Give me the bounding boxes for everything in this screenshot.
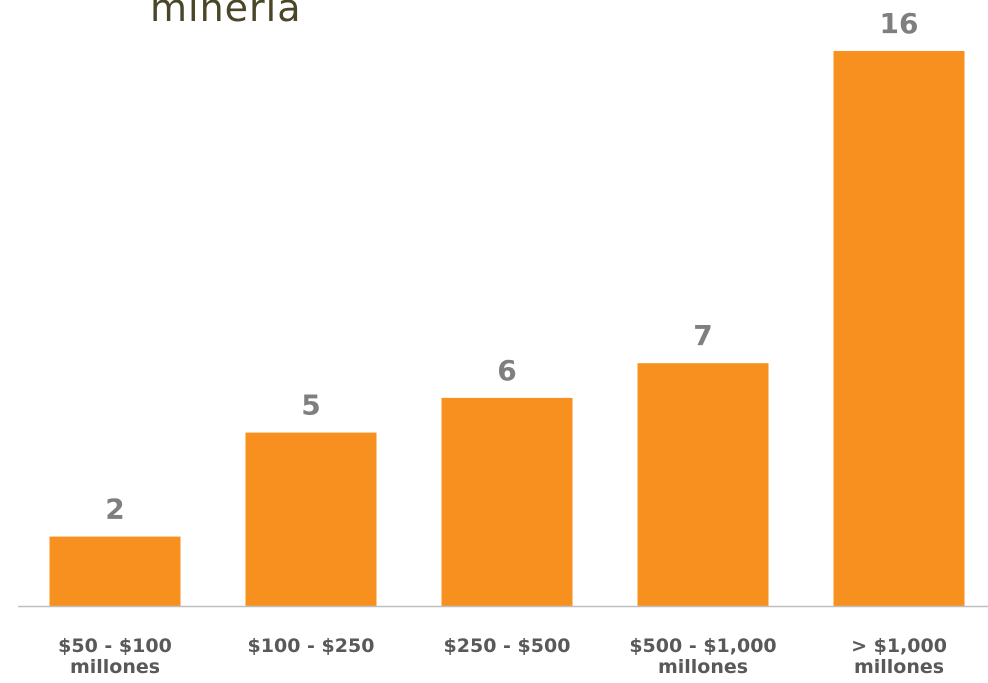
chart-title: minería (150, 0, 302, 30)
category-label-5: > $1,000 (851, 635, 947, 657)
bar-3 (441, 397, 573, 606)
category-label-1: $50 - $100 (58, 635, 172, 657)
data-label-5: 16 (880, 7, 919, 40)
bar-2 (245, 432, 377, 606)
data-label-4: 7 (693, 319, 712, 352)
category-label-4-line2: millones (658, 656, 748, 678)
category-label-3: $250 - $500 (444, 635, 571, 657)
category-label-2: $100 - $250 (248, 635, 375, 657)
data-label-2: 5 (301, 389, 320, 422)
data-label-3: 6 (497, 354, 516, 387)
bar-1 (49, 536, 181, 606)
category-label-1-line2: millones (70, 656, 160, 678)
bar-5 (833, 51, 965, 606)
category-label-5-line2: millones (854, 656, 944, 678)
data-label-1: 2 (105, 493, 124, 526)
category-label-4: $500 - $1,000 (629, 635, 776, 657)
bar-4 (637, 363, 769, 606)
